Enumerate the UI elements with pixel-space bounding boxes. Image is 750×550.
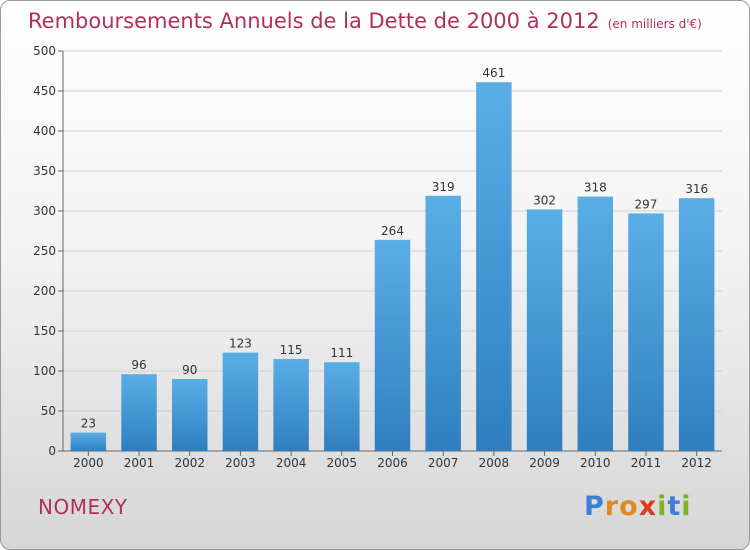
- data-label: 318: [584, 181, 607, 195]
- y-tick-label: 450: [33, 84, 56, 98]
- chart-title: Remboursements Annuels de la Dette de 20…: [28, 9, 702, 33]
- logo-letter: r: [604, 491, 620, 522]
- x-tick-label: 2001: [124, 456, 155, 470]
- logo-letter: i: [657, 491, 668, 522]
- x-tick-label: 2011: [631, 456, 662, 470]
- logo-letter: i: [681, 491, 692, 522]
- chart-title-text: Remboursements Annuels de la Dette de 20…: [28, 9, 600, 33]
- bar-2012: [678, 198, 715, 451]
- x-tick-label: 2003: [225, 456, 256, 470]
- y-tick-label: 150: [33, 324, 56, 338]
- x-tick-label: 2000: [73, 456, 104, 470]
- y-tick-label: 0: [48, 444, 56, 458]
- bar-2008: [476, 82, 512, 451]
- data-label: 302: [533, 193, 556, 207]
- logo-letter: P: [584, 491, 605, 522]
- bar-2001: [121, 374, 157, 451]
- town-name: NOMEXY: [38, 495, 128, 519]
- labels: 23 96 90 123 115 111 264 319 461 302 318 297 316: [81, 66, 708, 430]
- data-label: 319: [432, 180, 455, 194]
- logo-letter: t: [667, 491, 682, 522]
- bar-2011: [628, 213, 664, 451]
- bar-2009: [526, 209, 563, 451]
- x-tick-label: 2012: [681, 456, 712, 470]
- data-label: 96: [131, 358, 146, 372]
- x-tick-label: 2009: [529, 456, 560, 470]
- bars: [70, 82, 715, 451]
- proxiti-logo[interactable]: Proxiti: [584, 491, 692, 522]
- logo-letter: x: [638, 491, 658, 522]
- bar-2004: [273, 359, 309, 451]
- y-tick-label: 400: [33, 124, 56, 138]
- data-label: 111: [330, 346, 353, 360]
- data-label: 264: [381, 224, 404, 238]
- bar-2003: [222, 352, 259, 451]
- x-tick-label: 2010: [580, 456, 611, 470]
- y-tick-label: 350: [33, 164, 56, 178]
- y-tick-label: 500: [33, 44, 56, 58]
- chart-unit: (en milliers d'€): [607, 17, 702, 31]
- y-tick-label: 50: [41, 404, 56, 418]
- x-tick-label: 2007: [428, 456, 459, 470]
- y-tick-label: 200: [33, 284, 56, 298]
- data-label: 297: [635, 197, 658, 211]
- logo-letter: o: [619, 491, 639, 522]
- bar-2006: [374, 239, 411, 451]
- bar-2002: [171, 379, 208, 451]
- bar-2000: [70, 432, 107, 451]
- x-tick-label: 2004: [276, 456, 307, 470]
- bar-2010: [577, 196, 614, 451]
- y-tick-label: 100: [33, 364, 56, 378]
- data-label: 461: [482, 66, 505, 80]
- data-label: 23: [81, 417, 96, 431]
- bar-2007: [425, 195, 461, 451]
- x-tick-label: 2008: [479, 456, 510, 470]
- bar-2005: [324, 362, 360, 451]
- x-tick-label: 2002: [174, 456, 205, 470]
- data-label: 316: [685, 182, 708, 196]
- y-tick-label: 300: [33, 204, 56, 218]
- x-tick-label: 2005: [327, 456, 358, 470]
- data-label: 123: [229, 337, 252, 351]
- y-tick-label: 250: [33, 244, 56, 258]
- x-tick-label: 2006: [377, 456, 408, 470]
- data-label: 115: [280, 343, 303, 357]
- data-label: 90: [182, 363, 197, 377]
